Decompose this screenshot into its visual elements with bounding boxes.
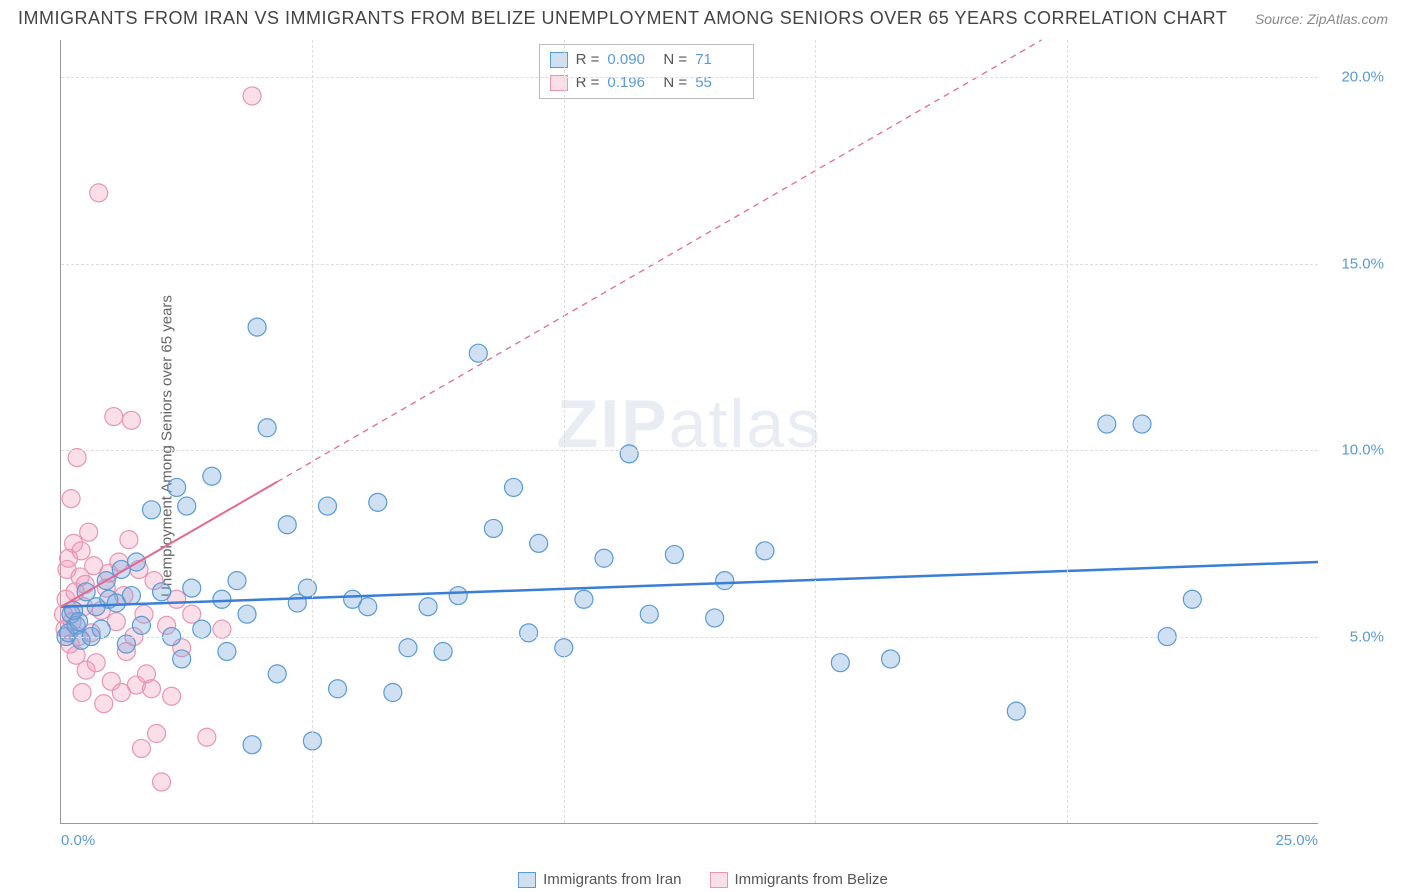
- legend-swatch-belize: [710, 872, 728, 888]
- legend-swatch-iran: [518, 872, 536, 888]
- y-tick-label: 15.0%: [1341, 255, 1384, 272]
- x-tick-label: 0.0%: [61, 832, 95, 849]
- plot-region: ZIPatlas R = 0.090 N = 71 R = 0.196 N = …: [60, 40, 1318, 824]
- y-tick-label: 10.0%: [1341, 442, 1384, 459]
- legend-item-belize: Immigrants from Belize: [710, 871, 888, 888]
- legend-item-iran: Immigrants from Iran: [518, 871, 681, 888]
- chart-area: Unemployment Among Seniors over 65 years…: [48, 40, 1388, 852]
- legend-stats-row: R = 0.090 N = 71: [550, 49, 744, 72]
- source-attribution: Source: ZipAtlas.com: [1255, 11, 1388, 27]
- y-tick-label: 5.0%: [1350, 628, 1384, 645]
- legend-stats-row: R = 0.196 N = 55: [550, 72, 744, 95]
- legend-swatch-iran: [550, 52, 568, 68]
- x-tick-label: 25.0%: [1275, 832, 1318, 849]
- legend-stats: R = 0.090 N = 71 R = 0.196 N = 55: [539, 44, 755, 99]
- y-tick-label: 20.0%: [1341, 69, 1384, 86]
- legend-series: Immigrants from Iran Immigrants from Bel…: [0, 871, 1406, 888]
- scatter-svg: [61, 40, 1318, 823]
- chart-title: IMMIGRANTS FROM IRAN VS IMMIGRANTS FROM …: [18, 8, 1227, 29]
